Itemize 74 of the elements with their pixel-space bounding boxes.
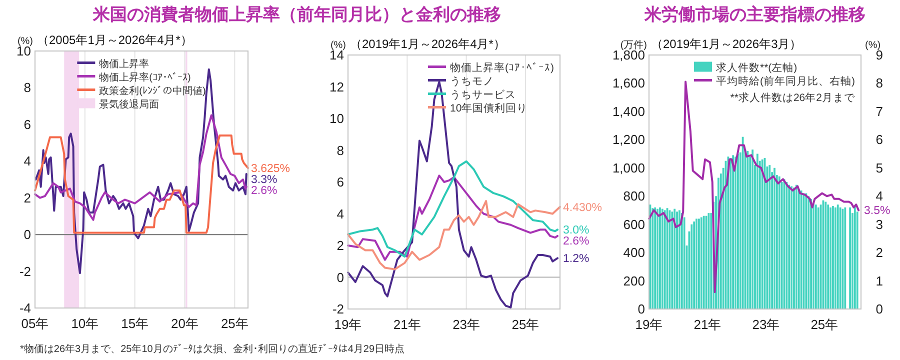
y-tick-label: 4 xyxy=(336,206,344,222)
chart-subtitle: （2019年1月～2026年3月） xyxy=(651,37,802,51)
y-tick-label: 800 xyxy=(623,188,645,204)
x-tick-label: 20年 xyxy=(171,316,198,331)
y-tick-label: 600 xyxy=(623,216,645,232)
annotation: **求人件数は26年2月まで xyxy=(730,91,856,104)
legend-label: 物価上昇率(ｺｱ･ﾍﾞｰｽ) xyxy=(99,71,191,84)
y2-tick-label: 0 xyxy=(876,302,883,316)
x-tick-label: 21年 xyxy=(393,317,421,332)
legend-label: 政策金利(ﾚﾝｼﾞの中間値) xyxy=(99,84,206,97)
y-tick-label: 2 xyxy=(24,190,31,206)
y-tick-label: 2 xyxy=(336,238,344,253)
y2-tick-label: 6 xyxy=(876,132,883,148)
y2-tick-label: 5 xyxy=(876,160,883,176)
y-tick-label: 8 xyxy=(336,142,344,158)
data-label: 1.2% xyxy=(563,253,590,266)
y-tick-label: 0 xyxy=(638,302,645,316)
y2-axis-title: (%) xyxy=(865,40,881,51)
x-tick-label: 25年 xyxy=(512,317,540,332)
x-tick-label: 19年 xyxy=(635,317,663,332)
y2-tick-label: 7 xyxy=(876,104,883,119)
data-label: 2.6% xyxy=(251,185,278,198)
x-tick-label: 19年 xyxy=(334,317,362,332)
y-tick-label: 200 xyxy=(623,273,645,288)
y-tick-label: 1,000 xyxy=(612,160,645,176)
data-label: 3.0% xyxy=(563,224,590,237)
legend-label: 10年国債利回り xyxy=(450,101,528,114)
y-tick-label: 12 xyxy=(330,79,344,94)
y-tick-label: 1,200 xyxy=(612,132,645,148)
x-tick-label: 23年 xyxy=(452,317,480,332)
y2-tick-label: 2 xyxy=(876,245,883,260)
y-tick-label: 6 xyxy=(24,116,31,132)
data-label: 4.430% xyxy=(563,202,602,214)
x-tick-label: 25年 xyxy=(220,316,248,331)
y-tick-label: 1,600 xyxy=(612,76,645,91)
legend-label: うちモノ xyxy=(450,75,494,88)
legend-label: 平均時給(前年同月比、右軸) xyxy=(716,74,855,88)
y-tick-label: -2 xyxy=(332,302,344,316)
x-tick-label: 23年 xyxy=(752,317,780,332)
x-tick-label: 15年 xyxy=(121,316,149,331)
y-tick-label: 4 xyxy=(24,154,31,169)
y-axis-title: (%) xyxy=(17,36,33,47)
y-axis-title: (万件) xyxy=(620,40,647,51)
y-tick-label: 400 xyxy=(623,245,645,260)
x-tick-label: 05年 xyxy=(21,316,49,331)
x-tick-label: 21年 xyxy=(694,317,722,332)
x-tick-label: 10年 xyxy=(71,316,99,331)
x-tick-label: 25年 xyxy=(810,317,838,332)
y-tick-label: 6 xyxy=(336,174,344,190)
y2-tick-label: 3 xyxy=(876,216,883,232)
y2-tick-label: 4 xyxy=(876,188,883,204)
band-label: 景気後退局面 xyxy=(99,98,160,110)
y-tick-label: -4 xyxy=(19,300,31,316)
chart-title: 米労働市場の主要指標の推移 xyxy=(644,5,866,24)
text: *物価は26年3月まで、25年10月のﾃﾞｰﾀは欠損、金利･利回りの直近ﾃﾞｰﾀは4月29日時点 xyxy=(20,343,405,355)
text: 米国の消費者物価上昇率（前年同月比）と金利の推移 xyxy=(92,5,501,24)
legend-label: 物価上昇率 xyxy=(99,58,150,70)
y-tick-label: 0 xyxy=(336,270,344,285)
y-tick-label: -2 xyxy=(19,264,31,279)
data-label: 3.3% xyxy=(251,174,278,186)
data-label: 3.625% xyxy=(251,163,290,176)
data-label: 2.6% xyxy=(563,236,590,248)
legend-label: うちサービス xyxy=(450,88,516,101)
chart-subtitle: （2005年1月～2026年4月*） xyxy=(37,33,192,47)
y-tick-label: 1,400 xyxy=(612,104,645,119)
data-label: 3.5% xyxy=(864,205,890,218)
chart-subtitle: （2019年1月～2026年4月*） xyxy=(350,37,506,51)
y2-tick-label: 8 xyxy=(876,76,883,91)
y-tick-label: 8 xyxy=(24,80,31,96)
y2-tick-label: 1 xyxy=(876,273,883,288)
y-tick-label: 0 xyxy=(24,227,31,242)
y-tick-label: 10 xyxy=(330,111,344,126)
legend-label: 物価上昇率(ｺｱ･ﾍﾞｰｽ) xyxy=(450,60,554,74)
legend-label: 求人件数**(左軸) xyxy=(716,60,798,74)
